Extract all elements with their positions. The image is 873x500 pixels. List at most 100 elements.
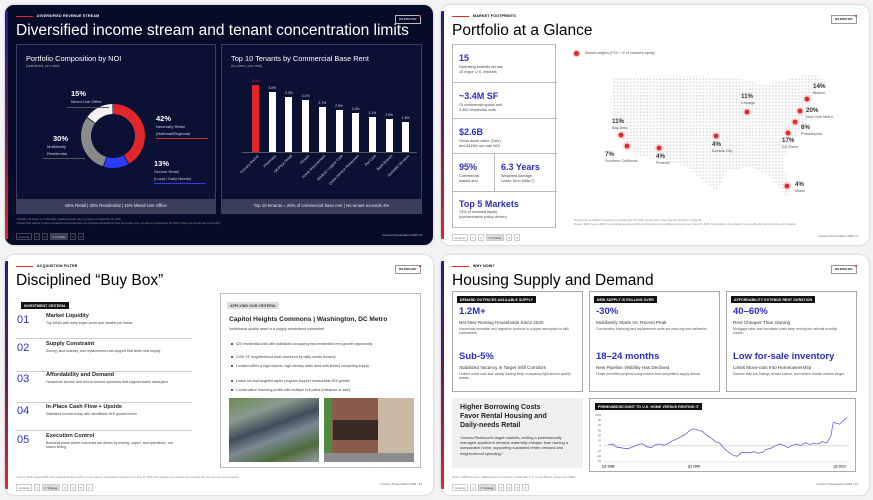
stat-subtitle: Net New Renting Households Since 2020 [459, 320, 544, 325]
market-weight: 8% [801, 124, 810, 131]
nav-page-link[interactable]: 3 [497, 484, 505, 491]
stat-card: ~3.4M SF Of commercial space and 3,450 res… [453, 83, 557, 119]
footnote: ² Source: ESRI, August 2025. GLA-weighte… [573, 223, 797, 226]
tenant-bar-value: 2.5% [335, 104, 343, 109]
y-tick-label: 40 [598, 423, 602, 427]
stat-value: 6.3 Years [501, 162, 540, 172]
accent-bar [441, 11, 444, 239]
donut-slice [81, 104, 145, 168]
legend-marker-icon [574, 51, 579, 56]
market-marker-icon [804, 96, 810, 102]
donut-leader-line [43, 158, 85, 159]
y-tick-label: 30 [598, 428, 602, 432]
criteria-divider [16, 371, 192, 372]
criteria-title: Affordability and Demand [46, 372, 115, 378]
tenant-bar-chart: 4.0% Grocery Anchor 3.6% Pharmacy 3.3% Off-Pr… [222, 45, 423, 201]
nav-contents-link[interactable]: Contents [16, 484, 33, 491]
nav-page-link[interactable]: 2. Strategy [477, 484, 497, 491]
stat-description: Of commercial space and [459, 103, 503, 107]
slide-title: Diversified income stream and tenant con… [16, 22, 409, 39]
stat-value: Top 5 Markets [459, 199, 519, 209]
aerial-photo [229, 398, 319, 462]
stat-value: ~3.4M SF [459, 91, 499, 101]
nav-page-link[interactable]: 5 [513, 234, 521, 241]
market-weight: 14% [813, 83, 826, 90]
donut-value-label: 13% [154, 159, 170, 168]
nav-page-link[interactable]: 2. Strategy [41, 484, 61, 491]
nav-page-link[interactable]: 1 [33, 484, 41, 491]
market-marker-icon [744, 109, 750, 115]
stat-description: Household formation and migration contin… [459, 327, 569, 336]
nav-page-link[interactable]: 5 [513, 484, 521, 491]
stat-value: Sub-5% [459, 351, 494, 362]
nav-page-link[interactable]: 6 [85, 484, 93, 491]
callout-heading: Favor Rental Housing and [460, 413, 547, 420]
x-tick-label: Q3 1996 [602, 465, 614, 469]
market-name: Chicago [741, 100, 755, 105]
nav-page-link[interactable]: 5 [77, 484, 85, 491]
stat-description: Owners stay put, listings remain scarce,… [733, 372, 845, 376]
footnote: ¹ Portfolio mix shown on a NOI basis, st… [16, 218, 122, 221]
y-tick-label: 10 [598, 439, 602, 443]
donut-slice [81, 104, 145, 168]
noi-donut-chart [81, 104, 145, 168]
donut-value-label: 42% [156, 114, 172, 123]
page-label: Investor Presentation 2025 | 2 [818, 234, 858, 238]
x-tick-label: Q3 2006 [688, 465, 700, 469]
nav-page-link[interactable]: 1 [33, 233, 41, 240]
tenant-bar [385, 118, 393, 152]
market-name: Kansas City [712, 148, 733, 153]
page-label: Investor Presentation 2025 | 8 [382, 233, 422, 237]
eyebrow: DIVERSIFIED REVENUE STREAM [37, 14, 100, 18]
nav-page-link[interactable]: 2 [41, 233, 49, 240]
nav-page-link[interactable]: 1 [469, 484, 477, 491]
stat-value: Low for-sale inventory [733, 351, 835, 362]
donut-category-label: Necessity Retail [156, 124, 185, 129]
stat-description: Mortgage rates and insurance costs keep … [733, 327, 838, 336]
accent-bar [5, 11, 8, 239]
nav-page-link[interactable]: 4 [505, 234, 513, 241]
y-tick-label: 60% [595, 413, 601, 417]
panel-title: Top 10 Tenants by Commercial Base Rent [231, 54, 369, 63]
accent-bar [441, 261, 444, 489]
stat-description: leased and [459, 179, 478, 183]
slide-buy-box: ACQUISITION FILTER Disciplined “Buy Box”… [5, 255, 433, 495]
redwood-logo: REDWOOD [831, 14, 857, 24]
nav-page-link[interactable]: 1 [469, 234, 477, 241]
nav-page-link[interactable]: 4 [69, 484, 77, 491]
stat-description: and $115M run-rate NOI [459, 144, 500, 148]
case-bullet: Conservative financing profile with mult… [236, 388, 351, 392]
nav-page-link[interactable]: 2 [477, 234, 485, 241]
nav-page-link[interactable]: 5 [77, 233, 85, 240]
nav-page-link[interactable]: 3. Portfolio [49, 233, 69, 240]
stat-description: Construction financing and replacement c… [596, 327, 708, 331]
stat-description: Fewer permitted projects today means les… [596, 372, 701, 376]
bullet-icon [231, 343, 233, 345]
donut-category-label: Residential [47, 150, 67, 156]
nav-page-link[interactable]: 3 [61, 484, 69, 491]
stat-value: 40–60% [733, 306, 768, 317]
nav-page-link[interactable]: 3. Portfolio [485, 234, 505, 241]
slide-portfolio: MARKET FOOTPRINTS Portfolio at a Glance … [441, 5, 869, 245]
stat-card: Top 5 Markets 73% of invested equity (conc… [453, 192, 557, 229]
eyebrow: MARKET FOOTPRINTS [473, 14, 516, 18]
nav-contents-link[interactable]: Contents [452, 234, 469, 241]
eyebrow-line [452, 16, 469, 17]
eyebrow-line [16, 266, 33, 267]
criteria-description: Zoning, land scarcity, and replacement-c… [46, 349, 161, 353]
panel-subtitle: (stabilized, pro rata) [26, 64, 60, 68]
panel-title: Portfolio Composition by NOI [26, 54, 122, 63]
nav-page-link[interactable]: 4 [69, 233, 77, 240]
stat-subtitle: Rent Cheaper Than Owning [733, 320, 791, 325]
nav-page-link[interactable]: 4 [505, 484, 513, 491]
donut-category-label: Mixed-Use Office [71, 99, 102, 104]
stat-card: 6.3 Years Weighted Average Lease Term (WAL… [495, 154, 557, 192]
x-tick-label: Q3 2023 [833, 465, 845, 469]
nav-contents-link[interactable]: Contents [452, 484, 469, 491]
stat-value: 18–24 months [596, 351, 660, 362]
nav-contents-link[interactable]: Contents [16, 233, 33, 240]
nav-page-link[interactable]: 6 [521, 484, 529, 491]
column-tag: NEW SUPPLY IS ROLLING OVER [594, 296, 657, 304]
tenant-category-label: Grocery Anchor [239, 154, 260, 175]
